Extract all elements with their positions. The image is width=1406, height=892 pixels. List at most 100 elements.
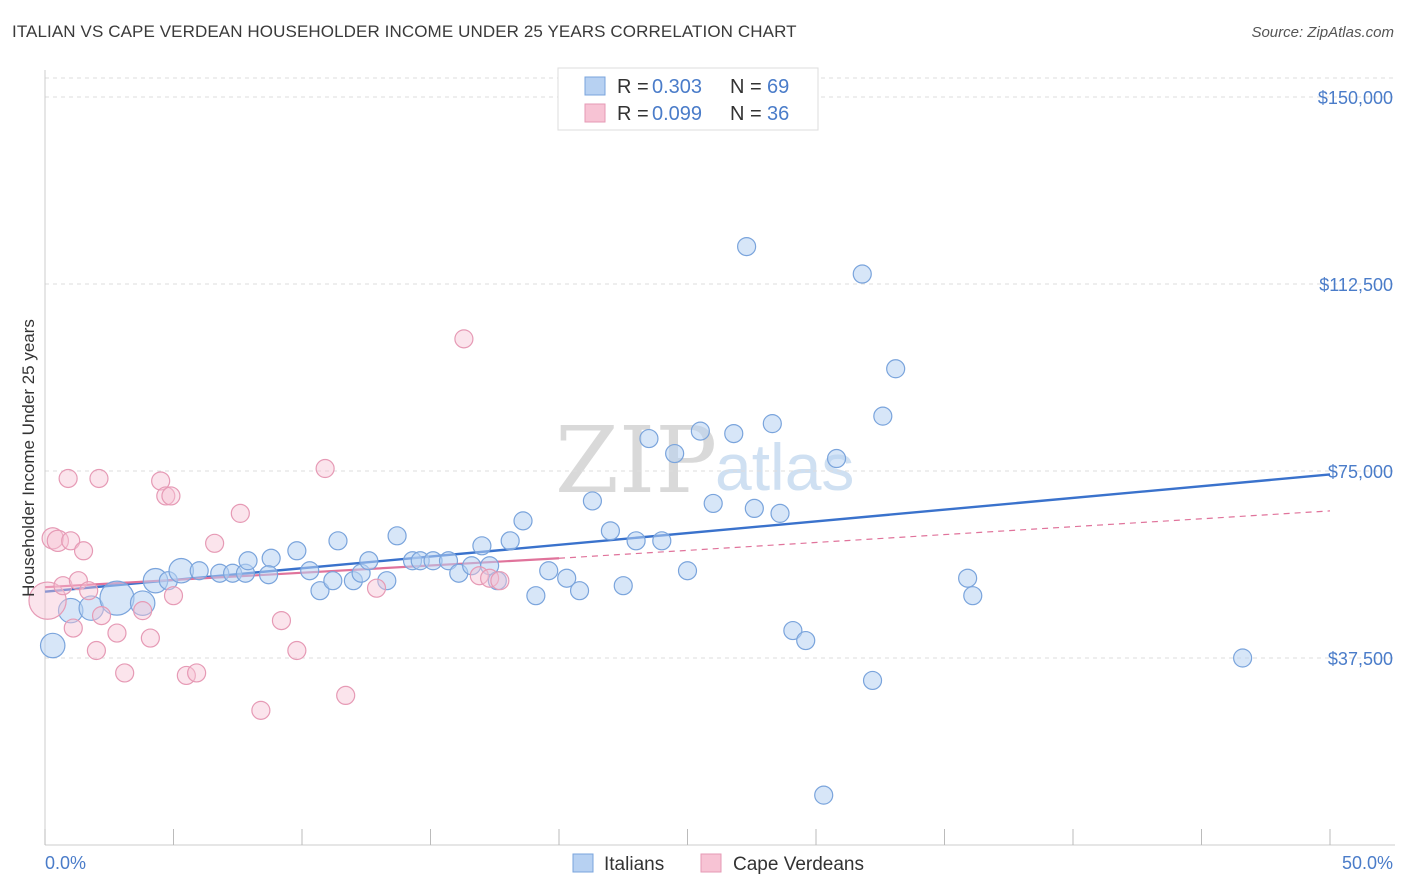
cape-verdean-point-12 — [91, 606, 112, 626]
italian-point-53 — [762, 414, 782, 434]
italian-point-58 — [814, 785, 834, 805]
bottom-legend-italians: Italians — [604, 854, 664, 875]
cape-verdean-point-29 — [336, 685, 356, 706]
cape-verdean-point-7 — [68, 571, 89, 591]
italian-point-39 — [569, 581, 590, 601]
cape-verdean-point-16 — [140, 628, 160, 648]
cape-verdean-point-9 — [79, 581, 99, 601]
watermark-atlas: atlas — [715, 430, 854, 504]
cape-verdean-point-0 — [28, 581, 67, 620]
y-tick-label-1: $75,000 — [1328, 462, 1393, 482]
italian-point-35 — [513, 511, 533, 531]
cape-verdean-point-25 — [251, 700, 271, 720]
italian-point-34 — [500, 531, 520, 551]
cape-verdean-point-14 — [115, 663, 135, 683]
legend-r-value-2: 0.099 — [652, 103, 702, 125]
cape-verdean-point-20 — [163, 586, 184, 606]
legend-n-label-1: N = — [730, 76, 762, 98]
legend-r-label-2: R = — [617, 103, 649, 125]
cape-verdean-point-13 — [107, 623, 127, 643]
legend-n-value-1: 69 — [767, 76, 789, 98]
italian-point-60 — [862, 670, 883, 691]
cape-verdean-point-15 — [133, 601, 153, 621]
italian-point-62 — [886, 359, 906, 379]
italian-point-46 — [665, 443, 685, 464]
cape-verdean-point-4 — [58, 468, 78, 489]
italian-point-4 — [129, 590, 156, 616]
italian-point-55 — [783, 620, 803, 641]
legend-n-label-2: N = — [730, 103, 762, 125]
cape-verdean-point-22 — [187, 663, 207, 683]
italian-point-50 — [724, 424, 744, 444]
italian-point-42 — [613, 576, 633, 596]
italian-point-23 — [377, 571, 397, 591]
y-tick-labels: $37,500 $75,000 $112,500 $150,000 — [1318, 88, 1393, 669]
italian-point-28 — [438, 551, 459, 571]
cape-verdean-point-6 — [63, 618, 83, 638]
x-tick-label-0: 0.0% — [45, 853, 86, 873]
legend-swatch-italians — [584, 76, 606, 96]
cape-verdean-point-26 — [271, 610, 292, 631]
italian-point-47 — [677, 561, 698, 581]
cape-verdean-point-31 — [454, 329, 474, 349]
x-tick-label-1: 50.0% — [1342, 853, 1393, 873]
bottom-legend-swatch-cape-verdeans — [700, 853, 722, 873]
italian-point-52 — [744, 498, 764, 518]
cape-verdean-point-18 — [156, 486, 176, 506]
italian-point-8 — [189, 561, 209, 581]
cape-verdean-point-5 — [61, 531, 81, 551]
italian-point-45 — [652, 531, 672, 551]
watermark-zip: ZIP — [555, 407, 717, 514]
y-tick-label-0: $37,500 — [1328, 649, 1393, 669]
x-tick-labels: 0.0% 50.0% — [44, 829, 1393, 873]
y-tick-label-3: $150,000 — [1318, 88, 1393, 108]
italian-point-22 — [359, 551, 379, 571]
data-points — [28, 237, 1253, 805]
cape-verdean-point-30 — [366, 578, 387, 598]
axes — [44, 70, 1395, 846]
legend-swatch-cape-verdeans — [584, 103, 606, 123]
italian-point-38 — [557, 568, 577, 588]
italian-point-57 — [826, 448, 847, 469]
italian-point-63 — [958, 568, 978, 588]
italian-point-14 — [258, 565, 279, 585]
italian-point-16 — [300, 561, 320, 581]
trend-extension-1 — [558, 510, 1331, 559]
y-tick-label-2: $112,500 — [1319, 275, 1393, 295]
cape-verdean-point-27 — [287, 640, 307, 661]
italian-point-19 — [328, 531, 348, 551]
italian-point-65 — [1233, 648, 1253, 668]
italian-point-0 — [39, 632, 66, 659]
bottom-legend: Italians Cape Verdeans — [572, 853, 864, 875]
cape-verdean-point-23 — [205, 533, 225, 553]
source-credit: Source: ZipAtlas.com — [1251, 24, 1394, 41]
italian-point-56 — [796, 630, 816, 651]
chart-title: ITALIAN VS CAPE VERDEAN HOUSEHOLDER INCO… — [12, 22, 797, 41]
italian-point-36 — [526, 586, 546, 606]
italian-point-54 — [770, 503, 790, 523]
bottom-legend-swatch-italians — [572, 853, 594, 873]
italian-point-15 — [287, 541, 307, 561]
italian-point-17 — [310, 581, 330, 601]
cape-verdean-point-8 — [73, 541, 94, 561]
italian-point-41 — [600, 521, 621, 541]
top-legend: R = 0.303 N = 69 R = 0.099 N = 36 — [557, 67, 819, 131]
italian-point-12 — [238, 551, 258, 571]
legend-r-label-1: R = — [617, 76, 649, 98]
legend-n-value-2: 36 — [767, 103, 789, 125]
italian-point-43 — [626, 531, 646, 551]
italian-point-37 — [539, 561, 559, 581]
cape-verdean-point-19 — [161, 486, 181, 506]
italian-point-59 — [852, 264, 872, 284]
italian-point-18 — [323, 571, 343, 591]
italian-point-48 — [690, 421, 710, 441]
italian-point-31 — [472, 536, 492, 556]
italian-point-64 — [963, 586, 983, 606]
legend-r-value-1: 0.303 — [652, 76, 702, 98]
italian-point-61 — [873, 406, 893, 426]
cape-verdean-point-28 — [315, 458, 335, 479]
cape-verdean-point-17 — [151, 471, 171, 491]
italian-point-24 — [387, 526, 407, 546]
italian-point-44 — [639, 428, 659, 449]
